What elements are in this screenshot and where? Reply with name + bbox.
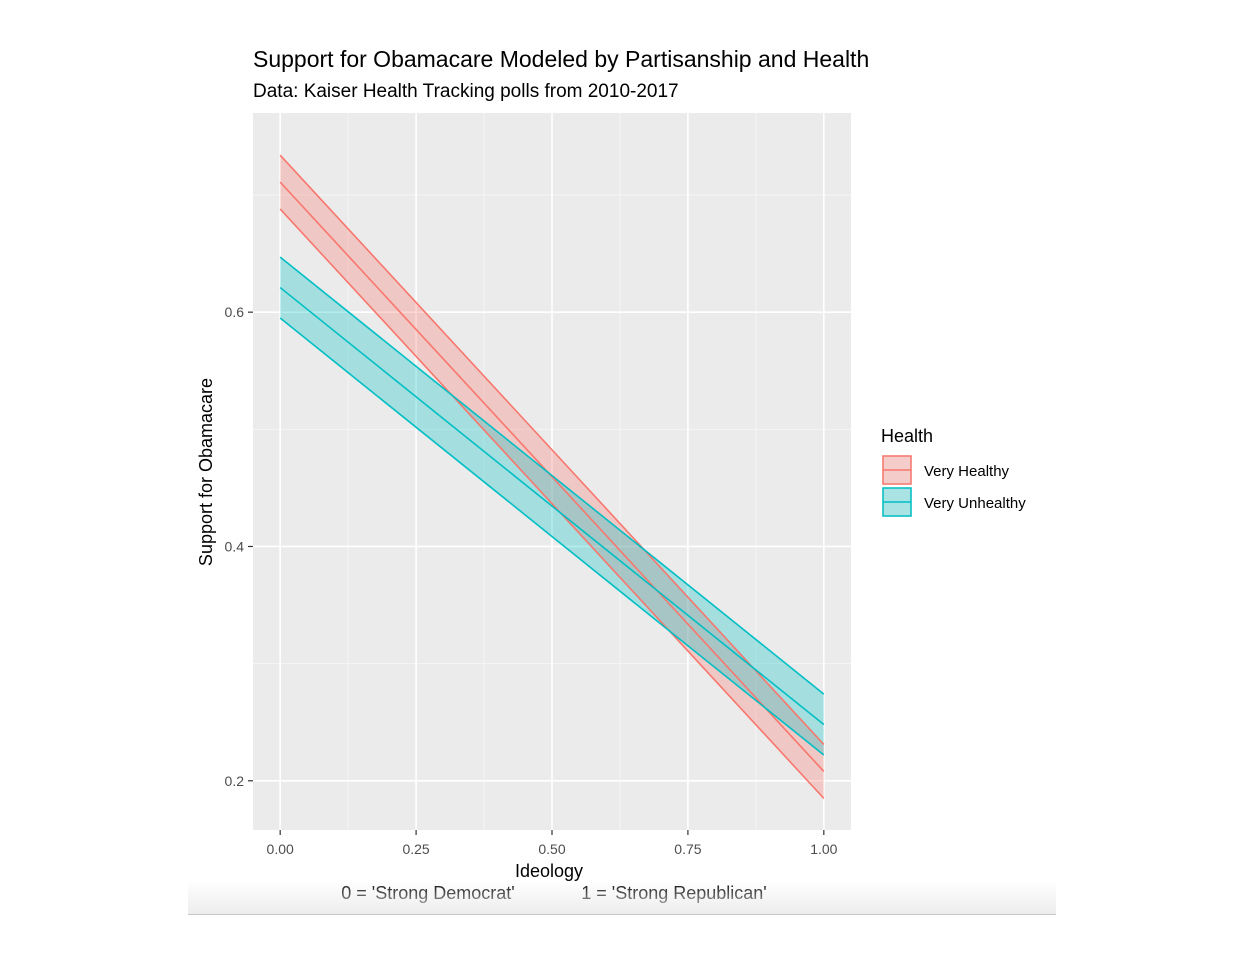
y-tick-label: 0.2 xyxy=(225,773,245,789)
x-axis: 0.00 0.25 0.50 0.75 1.00 xyxy=(267,830,838,857)
x-tick-label: 0.00 xyxy=(267,841,294,857)
legend-label-very-unhealthy: Very Unhealthy xyxy=(924,495,1026,512)
x-tick-label: 0.50 xyxy=(538,841,565,857)
line-upper-very-unhealthy xyxy=(279,256,825,695)
x-axis-note-right: 1 = 'Strong Republican' xyxy=(581,883,767,903)
x-axis-note-left: 0 = 'Strong Democrat' xyxy=(341,883,514,903)
x-tick-label: 0.75 xyxy=(674,841,701,857)
chart-title: Support for Obamacare Modeled by Partisa… xyxy=(253,46,869,72)
line-lower-very-unhealthy xyxy=(279,317,825,756)
legend-label-very-healthy: Very Healthy xyxy=(924,463,1010,480)
y-axis: 0.2 0.4 0.6 xyxy=(225,304,253,789)
line-fit-very-healthy xyxy=(279,181,825,772)
legend-item-very-unhealthy: Very Unhealthy xyxy=(882,487,1026,517)
grid-major xyxy=(253,113,851,830)
y-tick-label: 0.4 xyxy=(225,538,245,554)
series-lines xyxy=(279,154,825,799)
x-tick-label: 1.00 xyxy=(810,841,837,857)
y-tick-label: 0.6 xyxy=(225,304,245,320)
chart-subtitle: Data: Kaiser Health Tracking polls from … xyxy=(253,81,679,102)
legend-item-very-healthy: Very Healthy xyxy=(882,455,1010,485)
y-axis-title: Support for Obamacare xyxy=(196,378,216,566)
x-axis-title: Ideology xyxy=(515,861,583,881)
legend: Health Very Healthy Very Unhealthy xyxy=(881,426,1026,517)
line-fit-very-unhealthy xyxy=(279,286,825,726)
x-tick-label: 0.25 xyxy=(402,841,429,857)
line-lower-very-healthy xyxy=(279,208,825,799)
line-upper-very-healthy xyxy=(279,154,825,746)
legend-title: Health xyxy=(881,426,933,446)
